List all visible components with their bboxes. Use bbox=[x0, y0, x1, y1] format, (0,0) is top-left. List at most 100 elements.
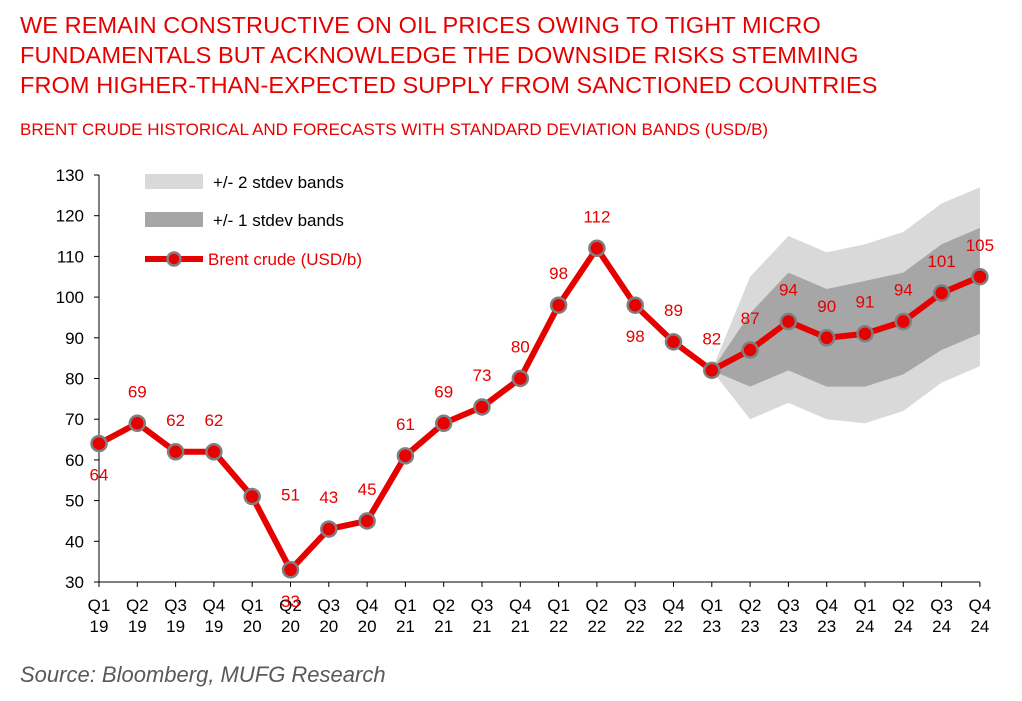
headline-line-2: FUNDAMENTALS BUT ACKNOWLEDGE THE DOWNSID… bbox=[20, 42, 859, 68]
legend-label-brent: Brent crude (USD/b) bbox=[208, 250, 362, 269]
x-tick-label-year: 20 bbox=[319, 617, 338, 636]
data-label: 43 bbox=[319, 488, 338, 507]
x-tick-label-quarter: Q2 bbox=[279, 596, 302, 615]
y-tick-label: 80 bbox=[65, 370, 84, 389]
data-point bbox=[473, 398, 491, 416]
data-label: 105 bbox=[966, 236, 994, 255]
data-point bbox=[626, 296, 644, 314]
x-tick-label-year: 19 bbox=[90, 617, 109, 636]
x-tick-label-quarter: Q4 bbox=[815, 596, 838, 615]
x-tick-label-quarter: Q3 bbox=[777, 596, 800, 615]
data-point bbox=[434, 414, 453, 433]
data-point bbox=[511, 369, 530, 388]
x-tick-label-year: 20 bbox=[358, 617, 377, 636]
source-note: Source: Bloomberg, MUFG Research bbox=[20, 662, 386, 687]
x-tick-label-year: 21 bbox=[511, 617, 530, 636]
x-tick-label-year: 24 bbox=[894, 617, 913, 636]
data-point bbox=[205, 443, 223, 461]
data-point bbox=[396, 447, 415, 465]
data-point bbox=[320, 520, 338, 538]
data-point bbox=[549, 296, 568, 314]
x-tick-label-year: 24 bbox=[970, 617, 989, 636]
data-label: 33 bbox=[281, 592, 300, 611]
chart-title: BRENT CRUDE HISTORICAL AND FORECASTS WIT… bbox=[20, 120, 769, 139]
x-tick-label-quarter: Q1 bbox=[547, 596, 570, 615]
data-label: 69 bbox=[434, 382, 453, 401]
legend-swatch-band1 bbox=[145, 212, 203, 227]
legend-label-band1: +/- 1 stdev bands bbox=[213, 211, 344, 230]
data-point bbox=[971, 268, 989, 286]
y-tick-label: 110 bbox=[57, 247, 84, 266]
x-tick-label-year: 22 bbox=[549, 617, 568, 636]
x-tick-label-year: 23 bbox=[817, 617, 836, 636]
x-tick-label-quarter: Q1 bbox=[854, 596, 877, 615]
data-point bbox=[90, 434, 108, 453]
x-tick-label-year: 21 bbox=[434, 617, 453, 636]
brent-chart: 30 40 50 60 70 80 90 100 110 120 130 Q1 19 Q2 19 Q3 19 Q4… bbox=[56, 166, 994, 636]
x-tick-label-quarter: Q2 bbox=[892, 596, 915, 615]
data-point bbox=[588, 239, 606, 258]
x-tick-label-quarter: Q4 bbox=[969, 596, 992, 615]
data-point bbox=[243, 487, 261, 506]
data-point bbox=[817, 329, 836, 347]
data-point bbox=[664, 333, 683, 351]
y-tick-label: 100 bbox=[56, 288, 84, 307]
x-tick-label-year: 22 bbox=[626, 617, 645, 636]
x-tick-label-quarter: Q1 bbox=[88, 596, 111, 615]
y-tick-label: 70 bbox=[65, 410, 84, 429]
band-1-stdev bbox=[711, 227, 980, 387]
data-label: 87 bbox=[741, 309, 760, 328]
x-tick-label-year: 19 bbox=[204, 617, 223, 636]
annotation-label: 51 bbox=[281, 486, 300, 505]
x-tick-label-year: 21 bbox=[473, 617, 492, 636]
x-tick-label-year: 24 bbox=[856, 617, 875, 636]
data-point bbox=[166, 443, 185, 461]
x-tick-label-quarter: Q2 bbox=[432, 596, 455, 615]
data-label: 80 bbox=[511, 338, 530, 357]
data-label: 45 bbox=[358, 480, 377, 499]
x-tick-label-quarter: Q1 bbox=[241, 596, 264, 615]
x-tick-label-quarter: Q3 bbox=[471, 596, 494, 615]
x-tick-label-year: 20 bbox=[281, 617, 300, 636]
x-tick-label-year: 22 bbox=[587, 617, 606, 636]
y-tick-label: 120 bbox=[56, 207, 84, 226]
x-tick-label-year: 19 bbox=[166, 617, 185, 636]
x-tick-label-quarter: Q2 bbox=[126, 596, 149, 615]
x-tick-label-quarter: Q4 bbox=[509, 596, 532, 615]
legend-label-band2: +/- 2 stdev bands bbox=[213, 173, 344, 192]
y-tick-label: 130 bbox=[56, 166, 84, 185]
data-label: 91 bbox=[856, 293, 875, 312]
x-tick-label-year: 23 bbox=[779, 617, 798, 636]
y-tick-label: 30 bbox=[65, 573, 84, 592]
x-tick-label-quarter: Q1 bbox=[394, 596, 417, 615]
data-label: 62 bbox=[166, 411, 185, 430]
data-label: 89 bbox=[664, 301, 683, 320]
data-label: 112 bbox=[583, 207, 610, 226]
data-label: 62 bbox=[204, 411, 223, 430]
y-tick-label: 50 bbox=[65, 492, 84, 511]
y-tick-label: 60 bbox=[65, 451, 84, 470]
headline-line-1: WE REMAIN CONSTRUCTIVE ON OIL PRICES OWI… bbox=[20, 12, 821, 38]
x-tick-label-quarter: Q1 bbox=[700, 596, 723, 615]
x-tick-label-quarter: Q4 bbox=[203, 596, 226, 615]
data-point bbox=[779, 312, 798, 331]
data-label: 94 bbox=[779, 281, 798, 300]
x-tick-label-quarter: Q4 bbox=[662, 596, 685, 615]
data-label: 98 bbox=[626, 327, 645, 346]
data-label: 82 bbox=[702, 329, 721, 348]
x-tick-label-year: 19 bbox=[128, 617, 147, 636]
data-point bbox=[281, 561, 300, 579]
data-point bbox=[128, 414, 147, 433]
data-point bbox=[894, 312, 913, 331]
data-label: 90 bbox=[817, 297, 836, 316]
headline: WE REMAIN CONSTRUCTIVE ON OIL PRICES OWI… bbox=[20, 10, 1010, 100]
y-tick-label: 40 bbox=[65, 532, 84, 551]
x-tick-label-quarter: Q3 bbox=[930, 596, 953, 615]
x-tick-label-quarter: Q2 bbox=[586, 596, 609, 615]
x-tick-label-quarter: Q2 bbox=[739, 596, 762, 615]
data-point bbox=[703, 361, 721, 380]
data-point bbox=[741, 341, 759, 359]
data-label: 98 bbox=[549, 264, 568, 283]
data-label: 101 bbox=[927, 252, 955, 271]
data-label: 73 bbox=[473, 366, 492, 385]
